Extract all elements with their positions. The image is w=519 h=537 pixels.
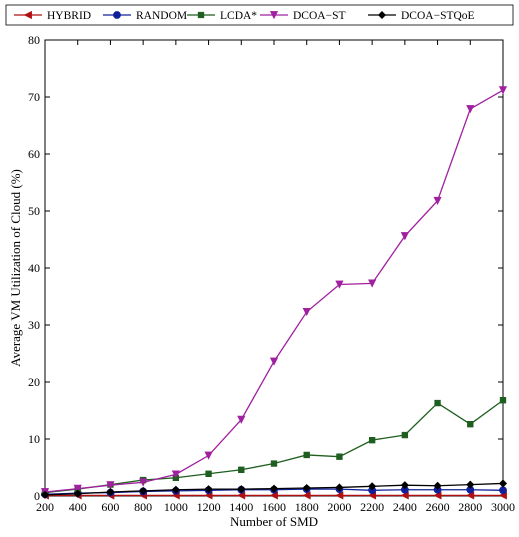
x-tick-label: 2600 <box>426 500 450 514</box>
y-tick-label: 60 <box>28 147 40 161</box>
x-tick-label: 600 <box>101 500 119 514</box>
plot-area <box>44 39 504 497</box>
legend-label: DCOA−STQoE <box>401 10 475 22</box>
data-point <box>303 451 310 459</box>
data-point <box>400 232 409 241</box>
data-point <box>40 490 50 499</box>
data-point <box>73 489 82 498</box>
y-tick-label: 70 <box>28 90 40 104</box>
legend-label: LCDA* <box>220 10 257 22</box>
data-point <box>73 484 82 493</box>
data-point <box>237 415 246 424</box>
x-tick-label: 1400 <box>229 500 253 514</box>
y-tick-label: 40 <box>28 261 40 275</box>
data-point <box>466 491 475 500</box>
data-point <box>434 399 441 407</box>
legend: HYBRID RANDOM LCDA* DCOA−ST DCOA−STQoE <box>5 4 514 26</box>
data-point <box>498 86 508 95</box>
data-point <box>335 483 344 492</box>
legend-marker <box>23 10 32 20</box>
data-point <box>368 279 377 288</box>
data-point <box>270 460 278 467</box>
x-tick-label: 2800 <box>458 500 482 514</box>
legend-marker <box>113 11 121 19</box>
y-tick-label: 50 <box>28 204 40 218</box>
axis-ticks: 200 400 600 800 1000 1200 1400 1600 1800 2000 2200… <box>28 33 515 514</box>
legend-label: RANDOM <box>136 10 187 22</box>
data-point <box>466 480 475 489</box>
data-point <box>335 280 344 289</box>
x-tick-label: 1200 <box>197 500 221 514</box>
data-point <box>237 491 246 500</box>
y-tick-label: 30 <box>28 318 40 332</box>
x-tick-label: 1600 <box>262 500 286 514</box>
data-point <box>205 470 212 477</box>
y-tick-label: 0 <box>34 489 40 503</box>
data-point <box>433 481 442 490</box>
x-tick-label: 1000 <box>164 500 188 514</box>
data-point <box>433 491 442 500</box>
data-point <box>106 481 115 490</box>
data-point <box>335 491 344 500</box>
data-point <box>433 196 442 206</box>
data-point <box>368 482 377 491</box>
x-tick-label: 2200 <box>360 500 384 514</box>
data-point <box>498 479 508 488</box>
y-tick-label: 80 <box>28 33 40 47</box>
data-point <box>106 487 115 497</box>
series-4 <box>40 479 508 499</box>
data-point <box>204 485 213 494</box>
data-point <box>466 105 475 114</box>
legend-frame <box>5 4 514 26</box>
data-point <box>466 485 475 494</box>
y-tick-label: 10 <box>28 432 40 446</box>
data-point <box>139 486 148 495</box>
x-tick-label: 1800 <box>295 500 319 514</box>
data-point <box>467 421 474 428</box>
data-point <box>139 478 148 487</box>
x-tick-label: 3000 <box>491 500 515 514</box>
data-point <box>204 451 213 460</box>
data-point <box>336 453 343 460</box>
y-axis-label: Average VM Utilization of Cloud (%) <box>8 169 23 367</box>
legend-marker <box>377 10 387 20</box>
data-point <box>401 431 409 439</box>
x-tick-label: 800 <box>134 500 152 514</box>
series-group <box>40 86 508 500</box>
data-point <box>171 470 180 479</box>
data-point <box>400 481 409 490</box>
data-point <box>238 466 245 473</box>
data-point <box>171 485 180 494</box>
data-point <box>302 483 311 493</box>
data-point <box>499 486 507 495</box>
data-point <box>302 491 311 500</box>
x-tick-label: 400 <box>69 500 87 514</box>
series-3 <box>40 86 508 497</box>
data-point <box>400 491 409 500</box>
x-tick-label: 2000 <box>327 500 351 514</box>
legend-label: HYBRID <box>47 10 91 22</box>
data-point <box>269 484 279 493</box>
x-axis-label: Number of SMD <box>230 514 318 529</box>
data-point <box>269 357 279 366</box>
x-tick-label: 200 <box>36 500 54 514</box>
legend-marker <box>197 11 205 19</box>
data-point <box>237 485 246 494</box>
legend-label: DCOA−ST <box>293 10 346 22</box>
y-tick-label: 20 <box>28 375 40 389</box>
data-point <box>302 307 311 317</box>
data-point <box>499 397 507 404</box>
data-point <box>368 436 376 444</box>
x-tick-label: 2400 <box>393 500 417 514</box>
legend-marker <box>269 11 279 20</box>
